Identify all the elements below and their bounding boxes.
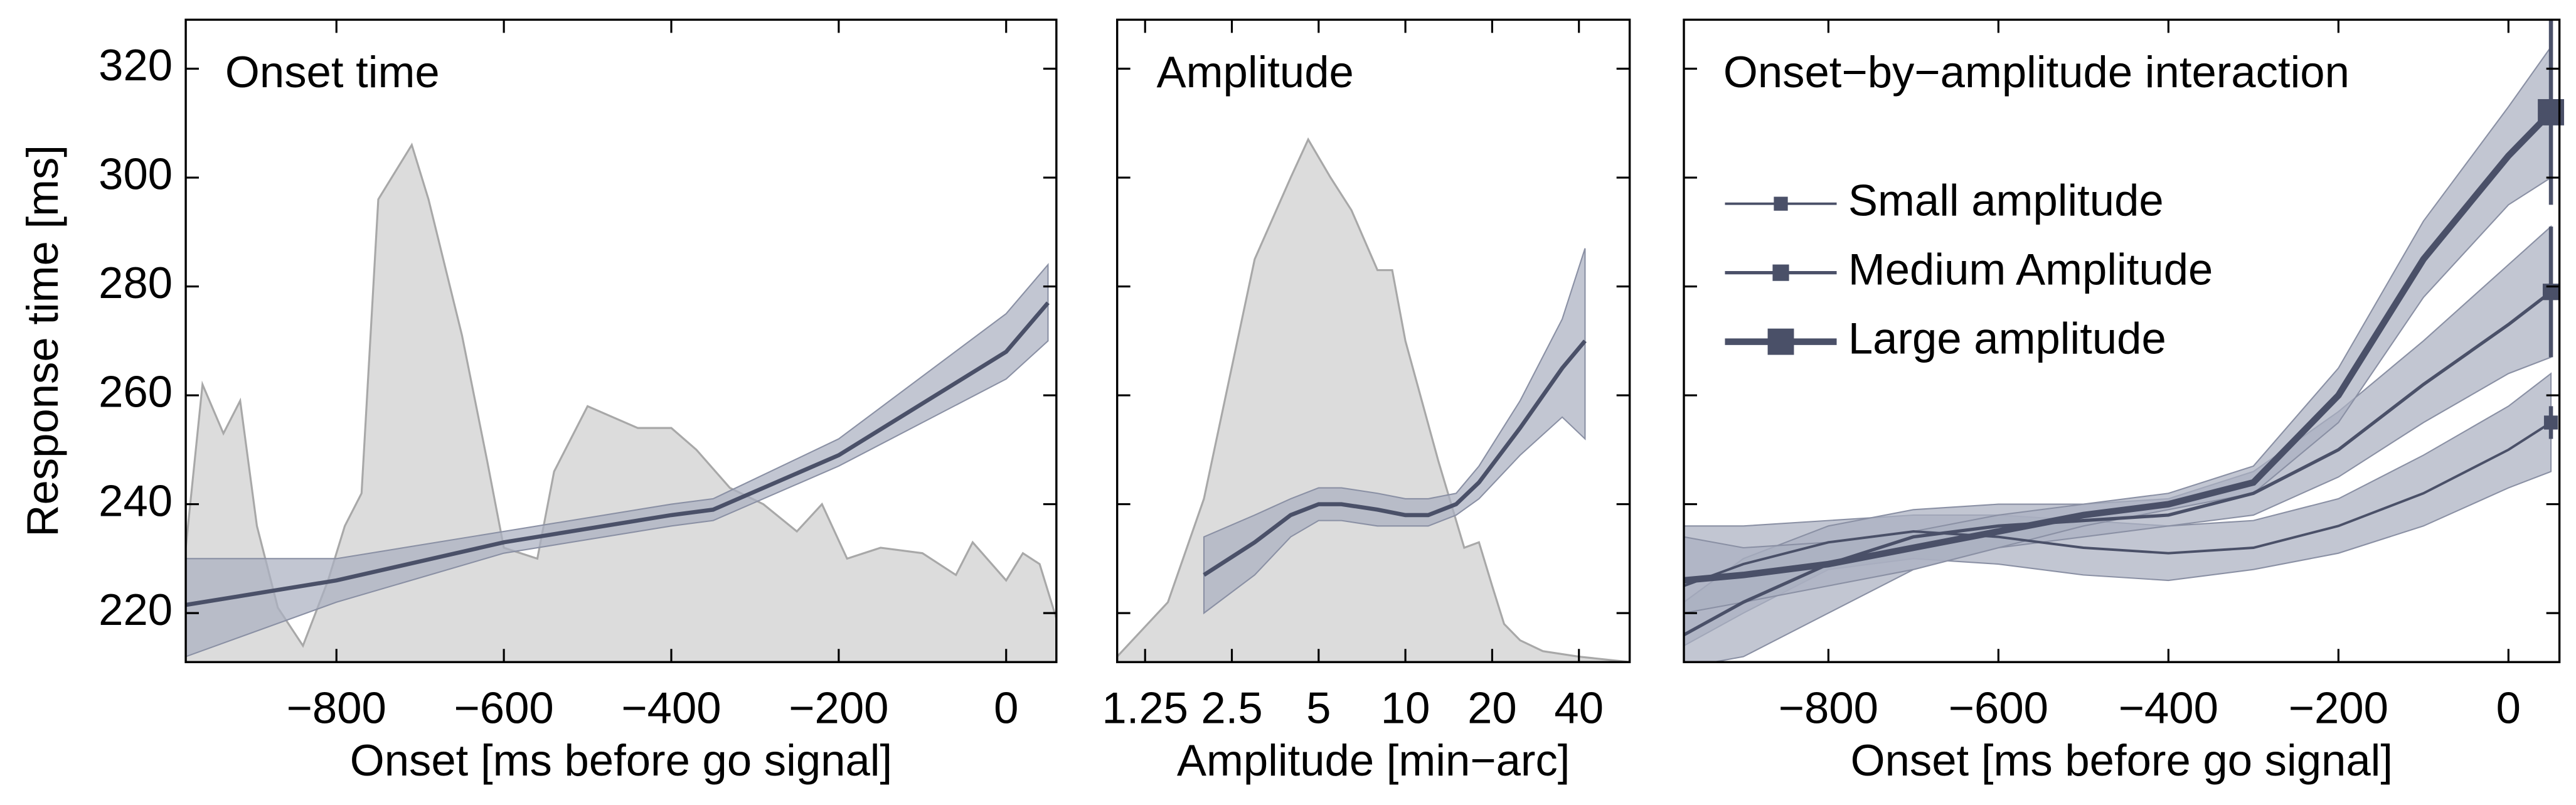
end-marker — [2543, 415, 2558, 430]
x-tick-label: 10 — [1381, 683, 1430, 732]
series-line — [186, 301, 1050, 607]
x-tick-label: −400 — [2119, 683, 2218, 732]
legend-label: Medium Amplitude — [1848, 244, 2213, 294]
confidence-band — [1203, 248, 1586, 615]
panel-title: Onset−by−amplitude interaction — [1723, 47, 2350, 97]
y-tick-label: 220 — [98, 585, 173, 634]
x-tick-label: 1.25 — [1102, 683, 1188, 732]
legend-marker — [1772, 264, 1789, 281]
x-tick-label: 5 — [1306, 683, 1331, 732]
x-tick-label: −200 — [2289, 683, 2388, 732]
x-tick-label: −400 — [621, 683, 721, 732]
legend-label: Large amplitude — [1848, 313, 2166, 363]
x-tick-label: −800 — [287, 683, 386, 732]
x-tick-label: −800 — [1779, 683, 1878, 732]
panel-title: Amplitude — [1157, 47, 1354, 97]
legend-label: Small amplitude — [1848, 175, 2164, 225]
x-axis-label: Onset [ms before go signal] — [350, 735, 892, 785]
x-tick-label: 40 — [1554, 683, 1604, 732]
y-axis-label: Response time [ms] — [18, 145, 67, 537]
x-axis-label: Amplitude [min−arc] — [1177, 735, 1570, 785]
x-axis-label: Onset [ms before go signal] — [1851, 735, 2393, 785]
y-tick-label: 300 — [98, 149, 173, 199]
plot-area — [1117, 137, 1630, 663]
y-tick-label: 260 — [98, 367, 173, 417]
series-line — [1203, 339, 1587, 577]
axes-frame — [184, 18, 1058, 663]
panel-title: Onset time — [225, 47, 440, 97]
series-line — [1684, 421, 2552, 587]
plot-area — [1684, 45, 2553, 663]
axes-frame — [1683, 18, 2561, 663]
y-tick-label: 280 — [98, 258, 173, 307]
x-tick-label: −200 — [789, 683, 888, 732]
confidence-band — [186, 263, 1049, 658]
y-tick-label: 240 — [98, 476, 173, 525]
plot-area — [186, 142, 1056, 663]
legend-marker — [1767, 328, 1794, 355]
series-line — [1684, 110, 2553, 584]
x-tick-label: 0 — [994, 683, 1018, 732]
x-tick-label: 20 — [1467, 683, 1517, 732]
x-tick-label: −600 — [1949, 683, 2048, 732]
x-tick-label: 0 — [2496, 683, 2521, 732]
x-tick-label: −600 — [454, 683, 554, 732]
series-line — [1684, 291, 2552, 637]
x-tick-label: 2.5 — [1201, 683, 1262, 732]
y-tick-label: 320 — [98, 40, 173, 90]
legend-marker — [1774, 196, 1788, 211]
axes-frame — [1115, 18, 1631, 663]
